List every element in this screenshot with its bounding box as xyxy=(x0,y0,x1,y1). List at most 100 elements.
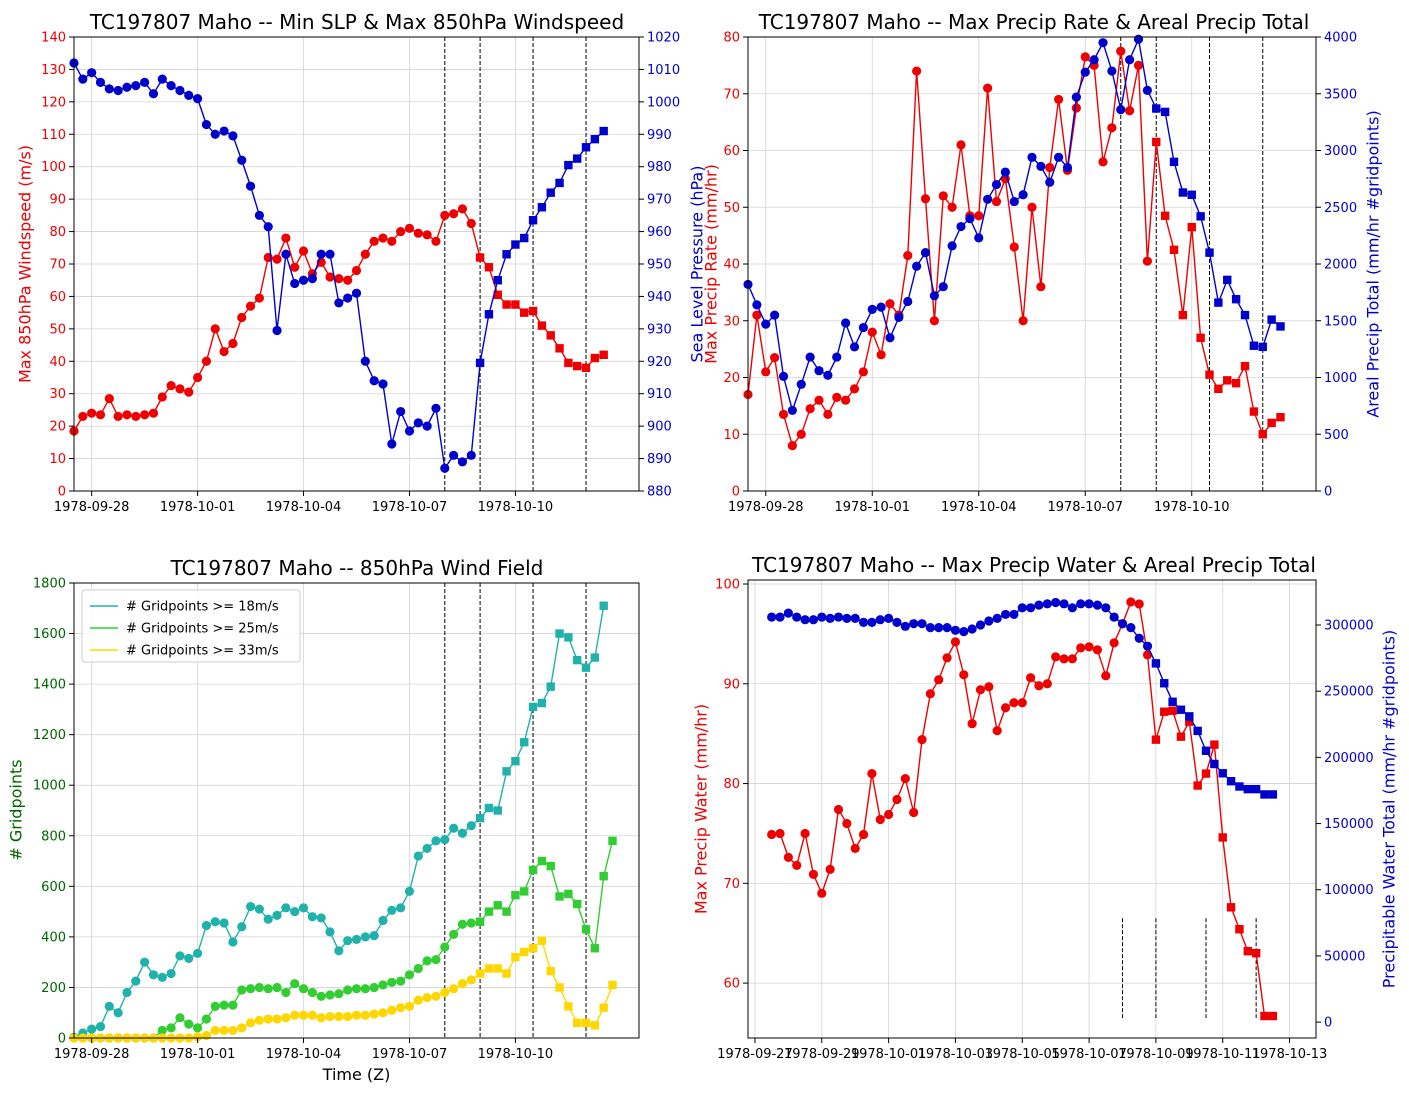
data-point xyxy=(1267,315,1276,324)
data-point xyxy=(281,233,291,243)
chart-title: TC197807 Maho -- Max Precip Water & Area… xyxy=(751,553,1316,577)
data-point xyxy=(942,653,952,663)
data-point xyxy=(228,937,238,947)
data-point xyxy=(493,964,502,973)
data-point xyxy=(912,261,922,271)
x-tick-label: 1978-10-07 xyxy=(372,500,448,515)
y-tick-label-left: 30 xyxy=(49,387,66,402)
data-point xyxy=(1107,66,1117,76)
x-tick-label: 1978-10-07 xyxy=(1047,500,1123,515)
data-point xyxy=(334,1011,344,1022)
y-tick-label-left: 140 xyxy=(41,31,66,46)
data-point xyxy=(484,310,494,319)
data-point xyxy=(1080,67,1090,77)
data-point xyxy=(814,395,824,405)
data-point xyxy=(351,984,362,994)
y-axis-left: 60 70 80 90 100 xyxy=(715,577,748,992)
data-point xyxy=(254,293,264,303)
data-point xyxy=(431,403,441,413)
data-point xyxy=(104,1001,114,1012)
data-point xyxy=(122,987,132,998)
data-point xyxy=(1117,619,1128,629)
data-point xyxy=(858,367,868,377)
data-point xyxy=(934,623,944,633)
data-point xyxy=(228,131,238,141)
data-point xyxy=(1218,769,1227,778)
data-point xyxy=(1042,599,1052,609)
data-point xyxy=(263,222,273,232)
data-point xyxy=(104,393,114,404)
data-point xyxy=(228,1000,238,1010)
data-point xyxy=(1210,759,1219,769)
data-point xyxy=(832,352,842,362)
data-point xyxy=(573,899,582,909)
data-point xyxy=(770,310,780,320)
data-point xyxy=(87,1024,97,1034)
data-point xyxy=(369,1009,379,1019)
data-point xyxy=(1223,376,1232,385)
y-tick-label-left: 40 xyxy=(723,258,740,273)
y-tick-label-left: 600 xyxy=(41,880,66,895)
x-axis: 1978-09-28 1978-10-01 1978-10-04 1978-10-07… xyxy=(728,491,1230,515)
y-tick-label-right: 2500 xyxy=(1324,201,1357,216)
y-tick-label-left: 1800 xyxy=(33,577,66,592)
y-axis-left: 0 200 400 600 800 1000 1200 1400 1600 1800 xyxy=(33,577,74,1047)
data-point xyxy=(457,979,468,989)
data-point xyxy=(1168,697,1177,706)
data-point xyxy=(131,81,141,91)
chart-panel-1: 1978-09-28 1978-10-01 1978-10-04 1978-10-07… xyxy=(16,10,707,515)
data-point xyxy=(876,350,886,360)
y-tick-label-right: 980 xyxy=(647,160,672,175)
data-point xyxy=(959,670,969,680)
data-point xyxy=(590,944,600,953)
data-point xyxy=(210,324,220,334)
data-point xyxy=(950,637,961,647)
data-point xyxy=(761,367,771,377)
data-point xyxy=(1193,726,1202,736)
x-tick-label: 1978-10-01 xyxy=(834,500,910,515)
data-point xyxy=(298,275,309,285)
data-point xyxy=(272,982,282,993)
data-point xyxy=(484,803,494,813)
x-tick-label: 1978-09-28 xyxy=(54,1047,130,1062)
data-point xyxy=(975,620,986,630)
data-point xyxy=(929,316,939,326)
data-point xyxy=(920,194,931,204)
data-point xyxy=(511,240,520,249)
data-point xyxy=(237,312,247,323)
x-tick-label: 1978-10-10 xyxy=(478,1047,554,1062)
y-tick-label-right: 150000 xyxy=(1324,817,1374,832)
data-point xyxy=(1036,282,1046,292)
data-point xyxy=(466,450,476,460)
y-axis-label-right: Precipitable Water Total (mm/hr #gridpoi… xyxy=(1380,630,1399,988)
data-point xyxy=(1034,600,1044,610)
data-point xyxy=(823,409,833,419)
x-tick-label: 1978-10-10 xyxy=(478,500,554,515)
data-point xyxy=(431,991,441,1001)
data-point xyxy=(325,272,335,282)
chart-panel-4: 1978-09-271978-09-291978-10-011978-10-03… xyxy=(692,553,1399,1062)
data-point xyxy=(1185,712,1194,721)
y-tick-label-right: 0 xyxy=(1324,1016,1332,1031)
y-tick-label-left: 0 xyxy=(58,1032,66,1047)
data-point xyxy=(493,290,502,300)
data-point xyxy=(1059,599,1069,609)
y-tick-label-right: 990 xyxy=(647,128,672,143)
data-point xyxy=(440,463,450,473)
data-point xyxy=(1017,698,1027,708)
data-point xyxy=(917,735,927,745)
data-point xyxy=(792,860,802,870)
data-point xyxy=(546,861,555,871)
data-point xyxy=(281,1013,291,1023)
data-point xyxy=(475,358,485,368)
data-point xyxy=(1045,177,1055,187)
data-point xyxy=(413,963,423,974)
data-point xyxy=(449,929,459,939)
data-point xyxy=(192,948,203,958)
data-point xyxy=(201,119,212,130)
y-tick-label-right: 950 xyxy=(647,258,672,273)
y-axis-right: 880 890 900 910 920 930 940 950 960 970 980 990 1000… xyxy=(639,31,680,500)
data-point xyxy=(520,738,529,747)
data-point xyxy=(1101,603,1111,613)
